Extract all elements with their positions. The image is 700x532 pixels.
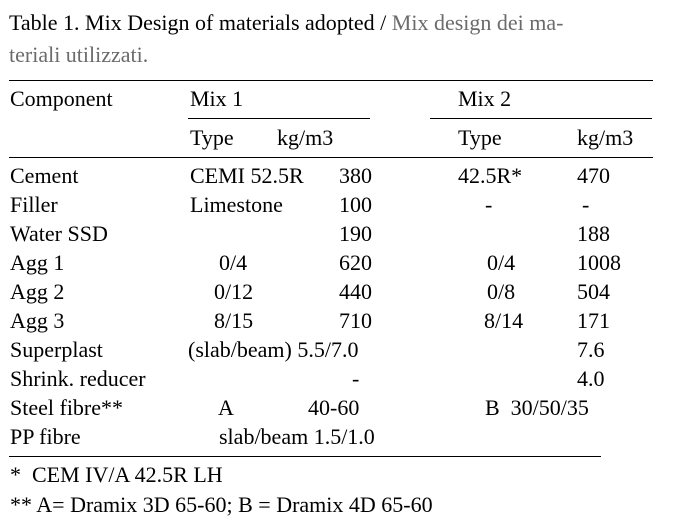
header-component: Component [10, 86, 113, 111]
mix2-group-rule [430, 118, 652, 120]
row-agg2-m2-type: 0/8 [487, 279, 516, 304]
row-shrink-m2-kg: 4.0 [577, 366, 605, 391]
row-filler-component: Filler [10, 192, 58, 217]
row-cement-m1-type: CEMI 52.5R [190, 163, 304, 188]
header-mix1-unit: kg/m3 [277, 125, 334, 150]
row-cement-m1-kg: 380 [339, 163, 372, 188]
row-agg1-m2-kg: 1008 [577, 250, 621, 275]
row-agg3-m2-type: 8/14 [484, 308, 524, 333]
row-agg3-component: Agg 3 [10, 308, 65, 333]
row-steel-component: Steel fibre** [10, 395, 124, 420]
row-water-component: Water SSD [10, 221, 108, 246]
row-agg2-m1-kg: 440 [339, 279, 372, 304]
header-mix2-type: Type [458, 125, 502, 150]
row-filler-m2-kg: - [582, 192, 590, 217]
header-mix2-unit: kg/m3 [577, 125, 634, 150]
row-agg3-m2-kg: 171 [577, 308, 610, 333]
row-pp-m1-type: slab/beam 1.5/1.0 [219, 424, 375, 449]
row-agg2-component: Agg 2 [10, 279, 65, 304]
row-superplast-component: Superplast [10, 337, 103, 362]
row-water-m1-kg: 190 [339, 221, 372, 246]
row-filler-m1-kg: 100 [339, 192, 372, 217]
row-agg2-m1-type: 0/12 [214, 279, 254, 304]
header-mix1: Mix 1 [190, 86, 244, 111]
row-agg1-component: Agg 1 [10, 250, 65, 275]
row-filler-m2-type: - [485, 192, 493, 217]
row-shrink-m1-kg: - [352, 366, 360, 391]
row-filler-m1-type: Limestone [190, 192, 283, 217]
row-water-m2-kg: 188 [577, 221, 610, 246]
row-agg1-m2-type: 0/4 [487, 250, 516, 275]
note-cement: * CEM IV/A 42.5R LH [10, 462, 223, 487]
row-shrink-component: Shrink. reducer [10, 366, 146, 391]
header-mix1-type: Type [190, 125, 234, 150]
row-steel-m1-type: A [218, 395, 234, 420]
row-agg1-m1-kg: 620 [339, 250, 372, 275]
mix1-group-rule [188, 118, 370, 120]
row-pp-component: PP fibre [10, 424, 81, 449]
row-agg3-m1-kg: 710 [339, 308, 372, 333]
caption-main: Table 1. Mix Design of materials adopted… [9, 10, 387, 35]
row-superplast-m1-type: (slab/beam) 5.5/7.0 [188, 337, 359, 362]
header-mix2: Mix 2 [458, 86, 512, 111]
row-cement-m2-type: 42.5R* [458, 163, 523, 188]
row-agg1-m1-type: 0/4 [219, 250, 248, 275]
table-caption: Table 1. Mix Design of materials adopted… [9, 8, 563, 38]
row-agg3-m1-type: 8/15 [214, 308, 254, 333]
row-superplast-m2-kg: 7.6 [577, 337, 605, 362]
row-cement-m2-kg: 470 [577, 163, 610, 188]
note-dramix: ** A= Dramix 3D 65-60; B = Dramix 4D 65-… [10, 492, 433, 517]
caption-italian-1: Mix design dei ma- [391, 10, 564, 35]
header-bottom-rule [9, 157, 653, 159]
row-steel-m2-type: B 30/50/35 [485, 395, 589, 420]
row-cement-component: Cement [10, 163, 79, 188]
table-bottom-rule [9, 456, 601, 458]
row-steel-m1-kg: 40-60 [308, 395, 360, 420]
row-agg2-m2-kg: 504 [577, 279, 610, 304]
table-top-rule [9, 80, 653, 82]
caption-italian-2: teriali utilizzati. [9, 42, 149, 67]
